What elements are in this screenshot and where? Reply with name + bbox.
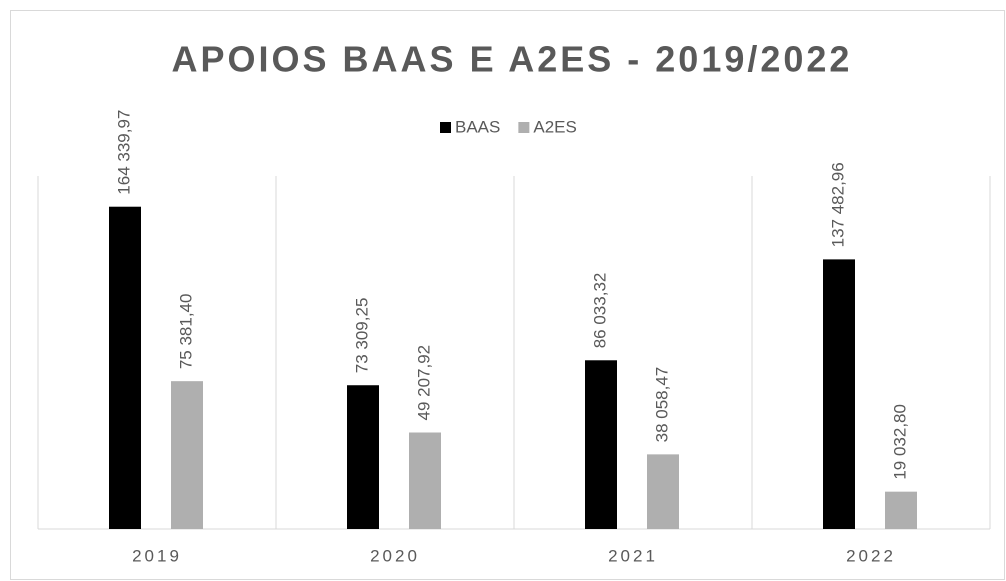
data-label: 19 032,80 bbox=[890, 404, 909, 480]
bar bbox=[347, 385, 379, 529]
legend-label: BAAS bbox=[455, 117, 500, 136]
bar bbox=[647, 454, 679, 529]
bar bbox=[885, 491, 917, 529]
data-label: 49 207,92 bbox=[414, 345, 433, 421]
data-label: 86 033,32 bbox=[590, 273, 609, 349]
bar bbox=[171, 381, 203, 529]
chart-title: APOIOS BAAS E A2ES - 2019/2022 bbox=[172, 39, 853, 80]
x-tick-label: 2020 bbox=[370, 546, 420, 565]
bar bbox=[823, 259, 855, 529]
data-label: 164 339,97 bbox=[114, 110, 133, 195]
x-tick-label: 2019 bbox=[132, 546, 182, 565]
legend-swatch bbox=[440, 122, 451, 133]
data-label: 38 058,47 bbox=[652, 367, 671, 443]
data-label: 73 309,25 bbox=[352, 298, 371, 374]
bar bbox=[109, 206, 141, 529]
bar bbox=[409, 432, 441, 529]
data-label: 75 381,40 bbox=[176, 294, 195, 370]
chart-border bbox=[10, 10, 1005, 580]
legend-swatch bbox=[518, 122, 530, 133]
bar bbox=[585, 360, 617, 529]
legend-label: A2ES bbox=[533, 117, 576, 136]
data-label: 137 482,96 bbox=[828, 162, 847, 247]
x-tick-label: 2021 bbox=[608, 546, 658, 565]
x-tick-label: 2022 bbox=[846, 546, 896, 565]
